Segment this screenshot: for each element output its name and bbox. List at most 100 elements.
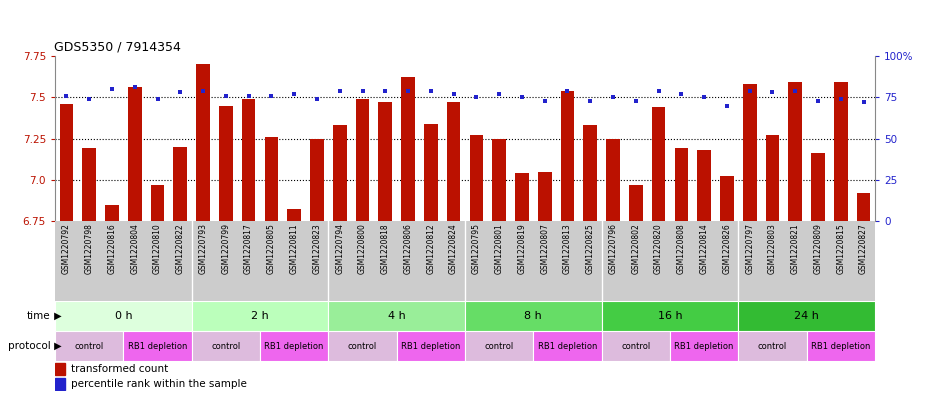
Text: GSM1220813: GSM1220813 <box>563 224 572 274</box>
Point <box>538 97 552 104</box>
Text: 8 h: 8 h <box>525 311 542 321</box>
Point <box>857 99 871 105</box>
Text: 4 h: 4 h <box>388 311 405 321</box>
Point <box>514 94 529 101</box>
Text: control: control <box>348 342 378 351</box>
Text: GSM1220815: GSM1220815 <box>836 224 845 274</box>
Bar <box>492 139 506 221</box>
Bar <box>55 378 65 389</box>
Point <box>127 84 142 90</box>
Bar <box>333 125 347 221</box>
Point <box>150 96 165 102</box>
Text: GSM1220811: GSM1220811 <box>289 224 299 274</box>
Bar <box>401 77 415 221</box>
Text: GSM1220806: GSM1220806 <box>404 224 413 274</box>
Point <box>241 92 256 99</box>
Text: GSM1220819: GSM1220819 <box>517 224 526 274</box>
Bar <box>789 83 802 221</box>
Bar <box>328 301 465 331</box>
Text: GSM1220820: GSM1220820 <box>654 224 663 274</box>
Bar <box>738 331 806 361</box>
Point <box>378 88 392 94</box>
Text: RB1 depletion: RB1 depletion <box>811 342 870 351</box>
Text: GSM1220807: GSM1220807 <box>540 224 550 274</box>
Text: GSM1220800: GSM1220800 <box>358 224 367 274</box>
Bar <box>720 176 734 221</box>
Bar <box>538 171 551 221</box>
Text: GSM1220808: GSM1220808 <box>677 224 686 274</box>
Point <box>355 88 370 94</box>
Bar <box>173 147 187 221</box>
Bar <box>83 149 96 221</box>
Text: RB1 depletion: RB1 depletion <box>401 342 460 351</box>
Bar <box>105 204 119 221</box>
Text: GSM1220812: GSM1220812 <box>426 224 435 274</box>
Text: GSM1220826: GSM1220826 <box>723 224 731 274</box>
Text: GSM1220802: GSM1220802 <box>631 224 641 274</box>
Bar <box>602 301 738 331</box>
Bar <box>738 301 875 331</box>
Bar <box>743 84 757 221</box>
Text: GSM1220817: GSM1220817 <box>244 224 253 274</box>
Point <box>264 92 279 99</box>
Text: GSM1220793: GSM1220793 <box>199 224 207 274</box>
Point <box>651 88 666 94</box>
Point <box>583 97 598 104</box>
Point <box>446 91 461 97</box>
Bar <box>310 139 324 221</box>
Text: GSM1220814: GSM1220814 <box>699 224 709 274</box>
Point <box>104 86 119 92</box>
Text: GSM1220809: GSM1220809 <box>814 224 822 274</box>
Bar <box>128 87 141 221</box>
Point <box>629 97 644 104</box>
Point <box>423 88 438 94</box>
Point <box>697 94 711 101</box>
Text: control: control <box>211 342 241 351</box>
Bar <box>242 99 256 221</box>
Bar <box>264 137 278 221</box>
Point <box>219 92 233 99</box>
Bar <box>60 104 73 221</box>
Text: GSM1220795: GSM1220795 <box>472 224 481 274</box>
Text: control: control <box>621 342 650 351</box>
Bar <box>834 83 847 221</box>
Point <box>310 96 325 102</box>
Point <box>605 94 620 101</box>
Point <box>811 97 826 104</box>
Text: RB1 depletion: RB1 depletion <box>538 342 597 351</box>
Point <box>469 94 484 101</box>
Point <box>720 103 735 109</box>
Bar <box>857 193 870 221</box>
Text: RB1 depletion: RB1 depletion <box>127 342 187 351</box>
Bar <box>533 331 602 361</box>
Text: GDS5350 / 7914354: GDS5350 / 7914354 <box>54 40 181 53</box>
Text: GSM1220827: GSM1220827 <box>859 224 868 274</box>
Text: GSM1220794: GSM1220794 <box>335 224 344 274</box>
Bar <box>397 331 465 361</box>
Point <box>765 89 780 95</box>
Point <box>59 92 73 99</box>
Point <box>195 88 210 94</box>
Bar <box>192 331 260 361</box>
Bar <box>561 91 575 221</box>
Text: ▶: ▶ <box>51 341 62 351</box>
Text: RB1 depletion: RB1 depletion <box>264 342 324 351</box>
Bar <box>629 185 643 221</box>
Text: control: control <box>758 342 787 351</box>
Bar <box>470 135 484 221</box>
Point <box>674 91 689 97</box>
Text: 24 h: 24 h <box>794 311 819 321</box>
Text: control: control <box>74 342 104 351</box>
Bar <box>55 301 192 331</box>
Text: GSM1220805: GSM1220805 <box>267 224 276 274</box>
Bar <box>465 331 533 361</box>
Text: percentile rank within the sample: percentile rank within the sample <box>72 379 247 389</box>
Point <box>173 89 188 95</box>
Point <box>742 88 757 94</box>
Text: GSM1220798: GSM1220798 <box>85 224 94 274</box>
Point <box>332 88 347 94</box>
Bar <box>355 99 369 221</box>
Bar <box>765 135 779 221</box>
Bar <box>196 64 210 221</box>
Bar <box>583 125 597 221</box>
